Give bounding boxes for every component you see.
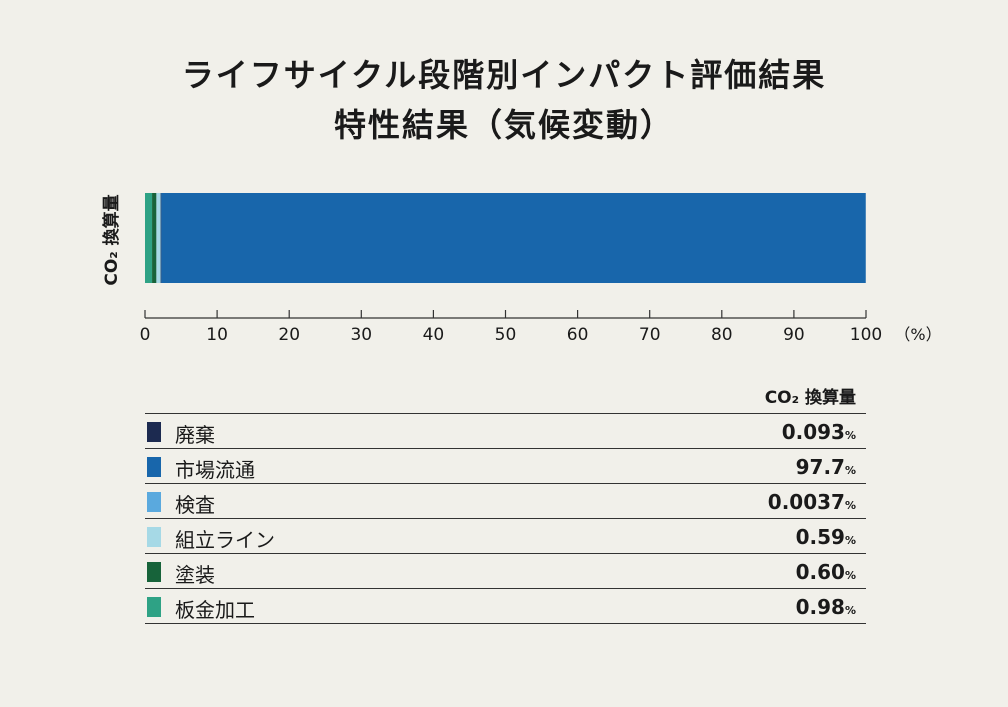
legend-swatch (147, 457, 161, 477)
legend-value-unit: % (844, 569, 856, 582)
legend-swatch (147, 422, 161, 442)
legend-swatch (147, 562, 161, 582)
legend-value: 0.59% (796, 525, 856, 549)
legend-table: CO₂ 換算量 廃棄 0.093% 市場流通 97.7% 検査 0.0037% 組立ライン 0… (145, 382, 866, 624)
y-category-label: CO₂ 換算量 (101, 194, 122, 285)
bar-segment (145, 193, 153, 283)
legend-swatch (147, 527, 161, 547)
x-tick-label: 70 (639, 325, 661, 345)
legend-value-number: 0.093 (781, 420, 845, 444)
legend-label: 市場流通 (175, 458, 255, 482)
legend-value-number: 97.7 (795, 455, 845, 479)
legend-value: 0.60% (796, 560, 856, 584)
legend-value-number: 0.60 (795, 560, 845, 584)
legend-row: 市場流通 97.7% (145, 449, 866, 484)
legend-rows: 廃棄 0.093% 市場流通 97.7% 検査 0.0037% 組立ライン 0.59% 塗装 0.… (145, 414, 866, 624)
legend-row: 組立ライン 0.59% (145, 519, 866, 554)
x-tick-label: 30 (350, 325, 372, 345)
x-tick-label: 10 (206, 325, 228, 345)
legend-value-unit: % (844, 604, 856, 617)
x-tick-label: 100 (850, 325, 882, 345)
legend-row: 廃棄 0.093% (145, 414, 866, 449)
legend-value: 0.98% (796, 595, 856, 619)
legend-label: 塗装 (175, 563, 215, 587)
x-tick-label: 40 (423, 325, 445, 345)
x-tick-label: 80 (711, 325, 733, 345)
x-tick-label: 90 (783, 325, 805, 345)
bar-segment (161, 193, 866, 283)
legend-table-header: CO₂ 換算量 (145, 382, 866, 414)
legend-value-number: 0.98 (795, 595, 845, 619)
legend-value-unit: % (844, 534, 856, 547)
legend-value-unit: % (844, 499, 856, 512)
legend-row: 検査 0.0037% (145, 484, 866, 519)
chart-title: ライフサイクル段階別インパクト評価結果 (181, 56, 827, 94)
chart-subtitle: 特性結果（気候変動） (333, 106, 674, 144)
legend-row: 塗装 0.60% (145, 554, 866, 589)
legend-swatch (147, 492, 161, 512)
legend-row: 板金加工 0.98% (145, 589, 866, 624)
x-unit-label: （%） (894, 325, 941, 344)
legend-value-unit: % (844, 429, 856, 442)
legend-label: 検査 (175, 493, 215, 517)
legend-value: 0.093% (782, 420, 856, 444)
legend-label: 板金加工 (175, 598, 255, 622)
legend-value-number: 0.59 (795, 525, 845, 549)
x-tick-label: 60 (567, 325, 589, 345)
x-tick-label: 50 (495, 325, 517, 345)
bar-segment (160, 193, 162, 283)
legend-value: 97.7% (796, 455, 856, 479)
x-tick-label: 0 (140, 325, 151, 345)
legend-value-unit: % (844, 464, 856, 477)
legend-label: 組立ライン (175, 528, 275, 552)
bar-segment (156, 193, 161, 283)
legend-label: 廃棄 (175, 423, 215, 447)
legend-value: 0.0037% (768, 490, 856, 514)
bar-segment (152, 193, 157, 283)
legend-swatch (147, 597, 161, 617)
legend-value-number: 0.0037 (767, 490, 845, 514)
x-tick-label: 20 (278, 325, 300, 345)
